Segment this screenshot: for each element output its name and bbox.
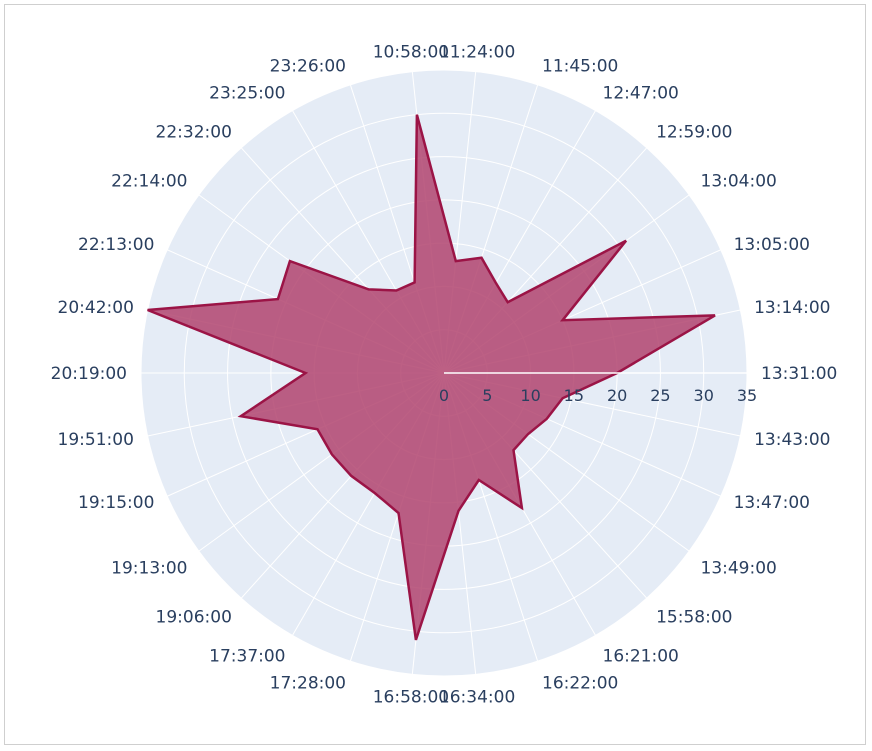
category-label: 20:19:00 [51, 364, 127, 384]
category-label: 17:37:00 [209, 647, 285, 667]
radial-tick-label: 30 [694, 386, 714, 405]
category-label: 16:34:00 [439, 687, 515, 707]
category-label: 13:14:00 [754, 298, 830, 318]
category-label: 16:58:00 [373, 687, 449, 707]
category-label: 15:58:00 [656, 608, 732, 628]
category-label: 13:05:00 [734, 235, 810, 255]
category-labels: 13:31:00 13:14:00 13:05:00 13:04:00 12:59:00… [51, 43, 838, 708]
category-label: 22:32:00 [156, 122, 232, 142]
category-label: 10:58:00 [373, 43, 449, 63]
radial-tick-label: 25 [650, 386, 670, 405]
category-label: 13:31:00 [761, 364, 837, 384]
radial-tick-label: 5 [482, 386, 492, 405]
category-label: 16:21:00 [603, 647, 679, 667]
radial-tick-label: 0 [439, 386, 449, 405]
radial-tick-label: 35 [737, 386, 757, 405]
radial-tick-label: 20 [607, 386, 627, 405]
category-label: 11:24:00 [439, 43, 515, 63]
radial-tick-label: 15 [564, 386, 584, 405]
radial-tick-labels: 0 5 10 15 20 25 30 35 [439, 386, 757, 405]
radial-tick-label: 10 [520, 386, 540, 405]
category-label: 13:43:00 [754, 430, 830, 450]
data-area [147, 114, 716, 641]
category-label: 19:15:00 [78, 493, 154, 513]
category-label: 12:59:00 [656, 122, 732, 142]
category-label: 12:47:00 [603, 84, 679, 104]
category-label: 22:14:00 [111, 172, 187, 192]
category-label: 13:04:00 [701, 172, 777, 192]
category-label: 20:42:00 [58, 298, 134, 318]
category-label: 19:06:00 [156, 608, 232, 628]
category-label: 23:25:00 [209, 84, 285, 104]
category-label: 11:45:00 [542, 57, 618, 77]
category-label: 23:26:00 [270, 57, 346, 77]
category-label: 16:22:00 [542, 674, 618, 694]
category-label: 13:49:00 [701, 558, 777, 578]
category-label: 17:28:00 [270, 674, 346, 694]
category-label: 19:13:00 [111, 558, 187, 578]
category-label: 19:51:00 [58, 430, 134, 450]
category-label: 22:13:00 [78, 235, 154, 255]
category-label: 13:47:00 [734, 493, 810, 513]
